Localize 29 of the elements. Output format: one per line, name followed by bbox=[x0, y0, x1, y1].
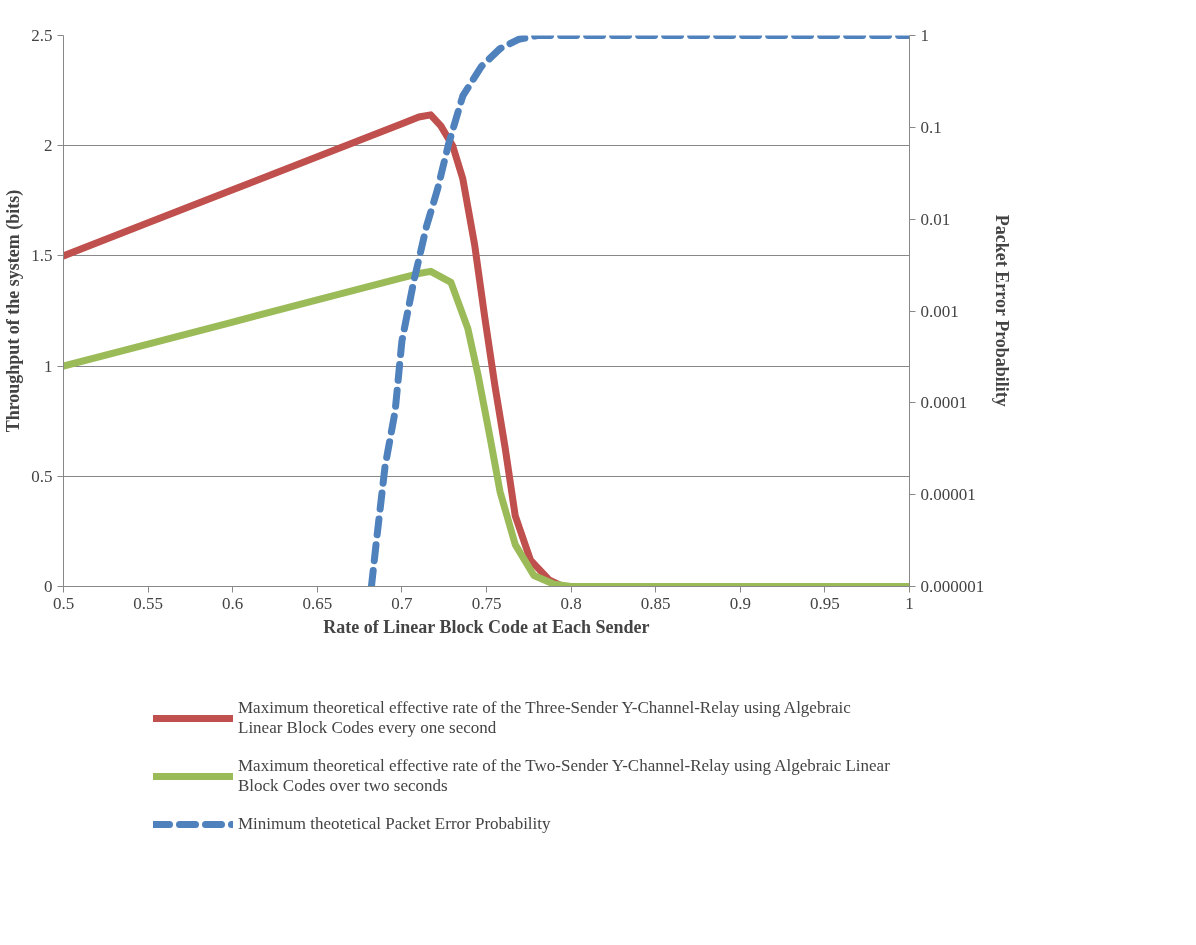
y-tick-label: 0.5 bbox=[31, 466, 53, 486]
y-tick-label: 1.5 bbox=[31, 246, 53, 266]
y2-tick-label: 0.00001 bbox=[920, 485, 976, 505]
y2-axis-title: Packet Error Probability bbox=[992, 214, 1013, 407]
legend-label: Maximum theoretical effective rate of the Three-Sender Y-Channel-Relay using Algebraic Linear Block Codes every one second bbox=[238, 698, 851, 738]
x-tick-label: 0.6 bbox=[222, 593, 244, 613]
y2-tick-label: 0.0001 bbox=[920, 393, 968, 413]
x-tick-label: 0.95 bbox=[810, 593, 840, 613]
x-tick-label: 0.7 bbox=[391, 593, 414, 613]
x-tick-label: 0.85 bbox=[640, 593, 671, 613]
x-tick-label: 0.9 bbox=[729, 593, 751, 613]
x-axis-title: Rate of Linear Block Code at Each Sender bbox=[323, 616, 650, 637]
y2-tick-label: 1 bbox=[920, 26, 929, 45]
y2-tick-label: 0.01 bbox=[920, 209, 951, 229]
x-tick-label: 0.75 bbox=[471, 593, 502, 613]
y2-tick-label: 0.1 bbox=[920, 117, 942, 137]
y-tick-label: 1 bbox=[44, 356, 53, 376]
y2-tick-label: 0.000001 bbox=[920, 577, 985, 596]
y2-tick-label: 0.001 bbox=[920, 301, 959, 321]
x-tick-label: 1 bbox=[905, 593, 914, 613]
y-tick-label: 2 bbox=[44, 136, 53, 156]
x-tick-label: 0.65 bbox=[302, 593, 333, 613]
x-tick-label: 0.8 bbox=[560, 593, 582, 613]
y-tick-label: 0 bbox=[44, 577, 53, 596]
legend-label: Maximum theoretical effective rate of the Two-Sender Y-Channel-Relay using Algebraic Linear Block Codes over two seconds bbox=[238, 756, 890, 796]
x-tick-label: 0.55 bbox=[133, 593, 163, 613]
y-tick-label: 2.5 bbox=[31, 26, 53, 45]
y-axis-title: Throughput of the system (bits) bbox=[3, 189, 25, 433]
legend-label: Minimum theotetical Packet Error Probability bbox=[238, 814, 551, 834]
